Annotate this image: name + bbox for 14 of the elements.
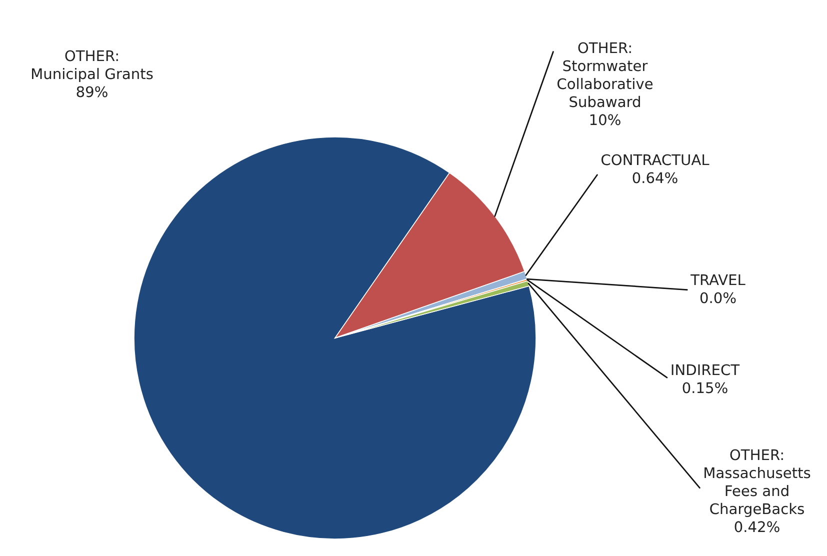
slice-label: CONTRACTUAL	[602, 154, 710, 166]
category-label: TRAVEL	[690, 274, 746, 286]
slice-label: INDIRECT	[672, 364, 740, 376]
data-label: 10%	[590, 114, 620, 126]
data-label: 0.42%	[734, 521, 780, 532]
slice-label: OTHER: Stormwater Collaborative Subaward	[558, 42, 653, 108]
text: 0.0%	[700, 292, 736, 304]
data-label: 0.15%	[682, 382, 728, 394]
data-label: 0.64%	[632, 172, 678, 184]
pie-slice	[334, 172, 526, 338]
pie-slice	[134, 136, 536, 540]
data-label: 89%	[76, 86, 108, 98]
slice-label: OTHER: Massachusetts Fees and ChargeBacks	[704, 449, 810, 518]
slice-label: OTHER: Municipal Grants	[32, 50, 153, 82]
